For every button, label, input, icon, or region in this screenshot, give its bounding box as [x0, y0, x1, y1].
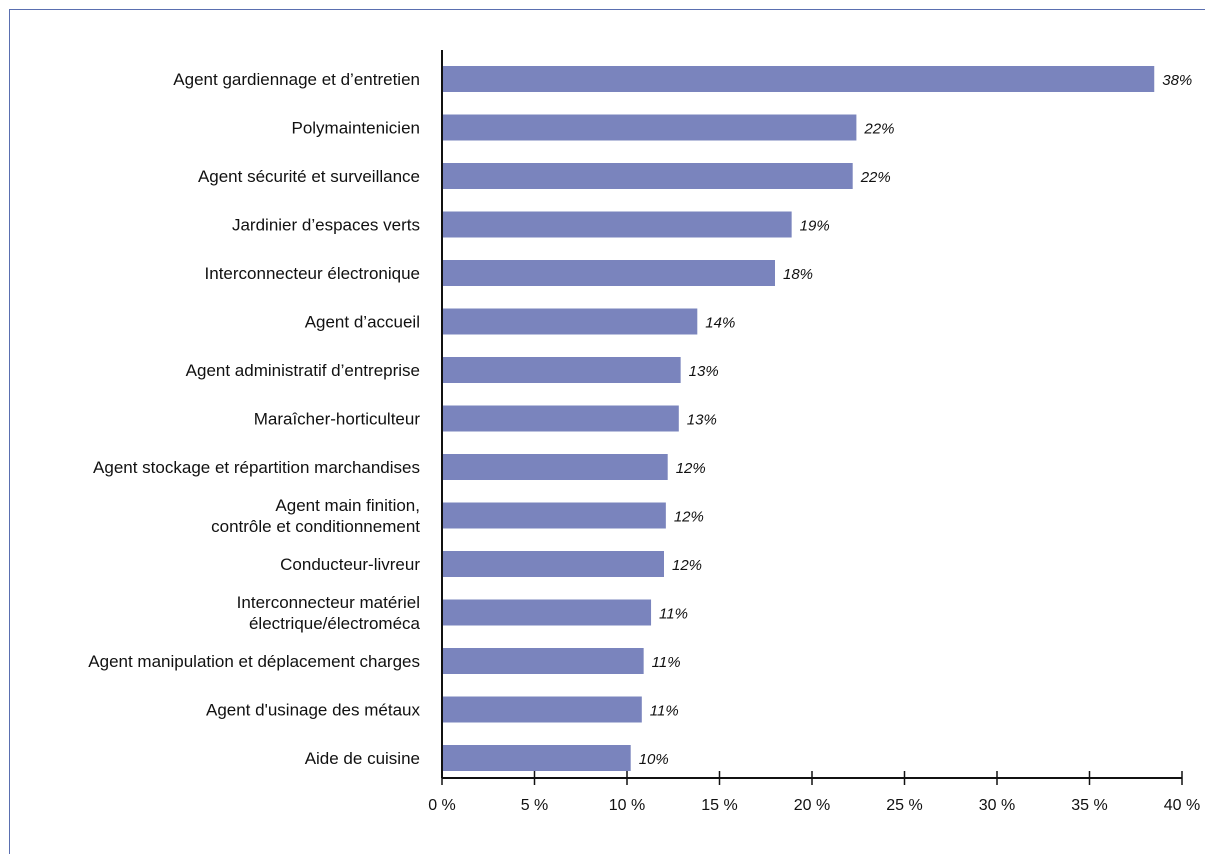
category-label: Agent gardiennage et d’entretien — [173, 70, 420, 89]
value-label: 12% — [676, 460, 706, 477]
value-label: 12% — [672, 557, 702, 574]
value-label: 14% — [705, 315, 735, 332]
bar — [443, 405, 679, 432]
value-label: 18% — [783, 266, 813, 283]
value-label: 11% — [652, 654, 681, 671]
x-tick-label: 20 % — [794, 797, 830, 814]
category-label: Agent d’accueil — [305, 313, 420, 332]
bar — [443, 599, 652, 626]
category-label: Polymaintenicien — [291, 119, 420, 138]
category-label: Interconnecteur électronique — [205, 264, 420, 283]
x-tick-label: 0 % — [428, 797, 456, 814]
category-label: Conducteur-livreur — [280, 555, 420, 574]
x-tick-label: 40 % — [1164, 797, 1200, 814]
value-label: 12% — [674, 509, 704, 526]
x-tick-label: 15 % — [701, 797, 737, 814]
value-label: 22% — [860, 169, 891, 186]
value-label: 10% — [639, 751, 669, 768]
bar — [443, 260, 775, 286]
value-label: 22% — [863, 121, 894, 138]
x-tick-label: 35 % — [1071, 797, 1107, 814]
bar — [443, 502, 666, 529]
x-tick-label: 25 % — [886, 797, 922, 814]
x-tick-label: 10 % — [609, 797, 645, 814]
bar — [443, 696, 642, 723]
category-label: électrique/électroméca — [249, 614, 421, 633]
bar — [443, 114, 857, 141]
bar — [443, 745, 631, 771]
bar — [443, 66, 1155, 92]
value-label: 13% — [687, 412, 717, 429]
category-label: Agent stockage et répartition marchandis… — [93, 458, 420, 477]
bar — [443, 163, 853, 189]
bar — [443, 551, 664, 577]
x-tick-label: 5 % — [521, 797, 549, 814]
category-label: Aide de cuisine — [305, 749, 420, 768]
value-label: 13% — [689, 363, 719, 380]
category-label: Maraîcher-horticulteur — [254, 410, 421, 429]
bar — [443, 308, 698, 335]
category-label: Jardinier d’espaces verts — [232, 216, 420, 235]
bar — [443, 454, 668, 480]
value-label: 11% — [650, 703, 679, 720]
category-label: Agent sécurité et surveillance — [198, 167, 420, 186]
category-label: Agent manipulation et déplacement charge… — [88, 652, 420, 671]
category-label: Interconnecteur matériel — [237, 593, 420, 612]
category-label: Agent administratif d’entreprise — [186, 361, 420, 380]
category-label: Agent main finition, — [275, 496, 420, 515]
bar — [443, 357, 681, 383]
value-label: 38% — [1162, 72, 1192, 89]
bar — [443, 648, 644, 674]
category-label: contrôle et conditionnement — [211, 517, 420, 536]
value-label: 19% — [800, 218, 830, 235]
value-label: 11% — [659, 606, 688, 623]
chart-frame — [9, 9, 1205, 854]
bar — [443, 211, 792, 238]
x-tick-label: 30 % — [979, 797, 1015, 814]
category-label: Agent d'usinage des métaux — [206, 701, 421, 720]
